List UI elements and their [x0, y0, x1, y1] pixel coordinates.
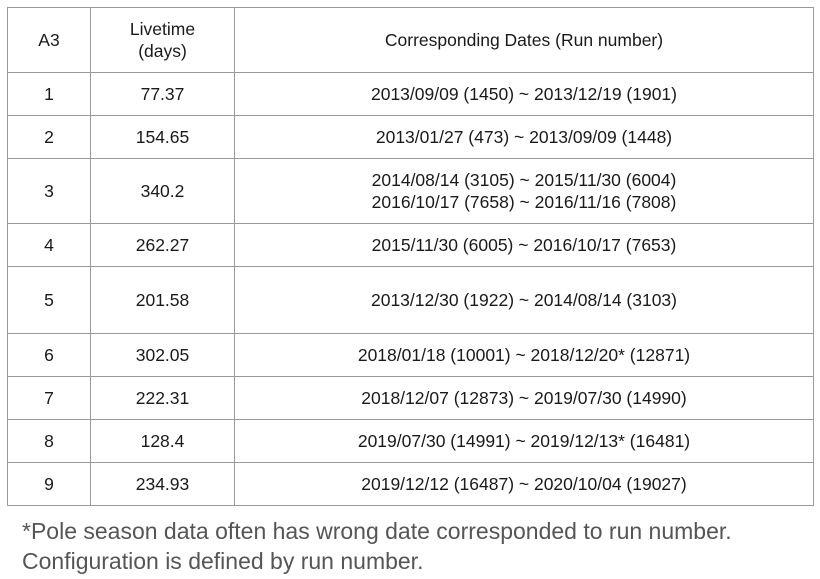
header-livetime-line1: Livetime: [129, 19, 196, 39]
header-livetime-line2: (days): [138, 41, 187, 61]
cell-livetime: 128.4: [90, 419, 235, 463]
header-dates: Corresponding Dates (Run number): [234, 7, 814, 73]
table-row: 4 262.27 2015/11/30 (6005) ~ 2016/10/17 (7…: [7, 223, 814, 267]
cell-livetime: 262.27: [90, 223, 235, 267]
date-range: 2018/01/18 (10001) ~ 2018/12/20* (12871): [357, 345, 691, 365]
table-row: 8 128.4 2019/07/30 (14991) ~ 2019/12/13* (…: [7, 419, 814, 463]
table-row: 1 77.37 2013/09/09 (1450) ~ 2013/12/19 (19…: [7, 72, 814, 116]
table-row: 2 154.65 2013/01/27 (473) ~ 2013/09/09 (14…: [7, 115, 814, 159]
table-body: 1 77.37 2013/09/09 (1450) ~ 2013/12/19 (19…: [7, 72, 814, 506]
table-row: 5 201.58 2013/12/30 (1922) ~ 2014/08/14 (3…: [7, 266, 814, 334]
footnote-line1: *Pole season data often has wrong date c…: [22, 518, 732, 544]
header-livetime: Livetime (days): [90, 7, 235, 73]
cell-config: 9: [7, 462, 91, 506]
cell-dates: 2013/09/09 (1450) ~ 2013/12/19 (1901): [234, 72, 814, 116]
cell-config: 4: [7, 223, 91, 267]
header-config: A3: [7, 7, 91, 73]
cell-livetime: 77.37: [90, 72, 235, 116]
cell-config: 8: [7, 419, 91, 463]
date-range: 2018/12/07 (12873) ~ 2019/07/30 (14990): [361, 388, 687, 408]
cell-livetime: 302.05: [90, 333, 235, 377]
cell-dates: 2018/01/18 (10001) ~ 2018/12/20* (12871): [234, 333, 814, 377]
date-range: 2015/11/30 (6005) ~ 2016/10/17 (7653): [371, 235, 677, 255]
footnote: *Pole season data often has wrong date c…: [22, 516, 812, 576]
table-row: 6 302.05 2018/01/18 (10001) ~ 2018/12/20* …: [7, 333, 814, 377]
cell-livetime: 154.65: [90, 115, 235, 159]
cell-dates: 2013/01/27 (473) ~ 2013/09/09 (1448): [234, 115, 814, 159]
configuration-table: A3 Livetime (days) Corresponding Dates (…: [7, 7, 814, 506]
cell-dates: 2014/08/14 (3105) ~ 2015/11/30 (6004) 201…: [234, 158, 814, 224]
date-range: 2014/08/14 (3105) ~ 2015/11/30 (6004): [371, 170, 677, 190]
cell-dates: 2019/12/12 (16487) ~ 2020/10/04 (19027): [234, 462, 814, 506]
cell-config: 1: [7, 72, 91, 116]
table-row: 9 234.93 2019/12/12 (16487) ~ 2020/10/04 (…: [7, 462, 814, 506]
cell-config: 5: [7, 266, 91, 334]
table-row: 3 340.2 2014/08/14 (3105) ~ 2015/11/30 (60…: [7, 158, 814, 224]
date-range: 2013/09/09 (1450) ~ 2013/12/19 (1901): [370, 84, 677, 104]
date-range: 2013/12/30 (1922) ~ 2014/08/14 (3103): [370, 290, 677, 310]
cell-config: 3: [7, 158, 91, 224]
footnote-line2: Configuration is defined by run number.: [22, 548, 424, 574]
header-row: A3 Livetime (days) Corresponding Dates (…: [7, 7, 814, 73]
cell-config: 2: [7, 115, 91, 159]
cell-dates: 2015/11/30 (6005) ~ 2016/10/17 (7653): [234, 223, 814, 267]
cell-livetime: 222.31: [90, 376, 235, 420]
cell-livetime: 201.58: [90, 266, 235, 334]
table-row: 7 222.31 2018/12/07 (12873) ~ 2019/07/30 (…: [7, 376, 814, 420]
date-range: 2019/07/30 (14991) ~ 2019/12/13* (16481): [357, 431, 691, 451]
cell-config: 7: [7, 376, 91, 420]
cell-dates: 2018/12/07 (12873) ~ 2019/07/30 (14990): [234, 376, 814, 420]
cell-livetime: 340.2: [90, 158, 235, 224]
date-range: 2016/10/17 (7658) ~ 2016/11/16 (7808): [371, 192, 677, 212]
date-range: 2019/12/12 (16487) ~ 2020/10/04 (19027): [361, 474, 687, 494]
cell-dates: 2019/07/30 (14991) ~ 2019/12/13* (16481): [234, 419, 814, 463]
cell-livetime: 234.93: [90, 462, 235, 506]
date-range: 2013/01/27 (473) ~ 2013/09/09 (1448): [375, 127, 673, 147]
cell-dates: 2013/12/30 (1922) ~ 2014/08/14 (3103): [234, 266, 814, 334]
cell-config: 6: [7, 333, 91, 377]
